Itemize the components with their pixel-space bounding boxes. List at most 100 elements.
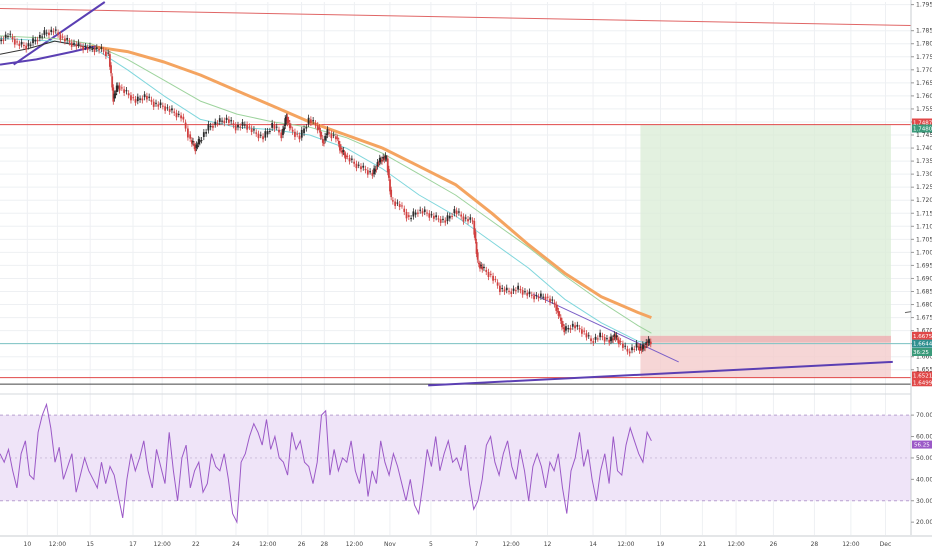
- candle-body: [585, 333, 588, 338]
- candle-body: [499, 285, 501, 293]
- candle-body: [646, 343, 649, 345]
- candle-body: [136, 96, 139, 102]
- candle-body: [390, 189, 393, 198]
- candle-body: [209, 125, 212, 128]
- candle-body: [571, 323, 574, 327]
- time-tick-label: 24: [232, 541, 240, 548]
- candle-body: [48, 32, 50, 36]
- price-tick-label: 1.76000: [916, 93, 932, 100]
- candle-body: [374, 168, 377, 172]
- rsi-tick-label: 70.0000: [916, 412, 932, 419]
- candle-body: [419, 209, 422, 211]
- candle-body: [458, 211, 460, 213]
- trend-line-top[interactable]: [13, 1, 106, 66]
- candle-body: [61, 36, 64, 38]
- price-tag-label: 1.66758: [913, 334, 932, 340]
- candle-body: [173, 111, 176, 113]
- candle-body: [23, 45, 25, 47]
- candle-body: [344, 154, 347, 160]
- price-tag-label: 1.64999: [913, 380, 932, 386]
- time-tick-label: Nov: [384, 541, 396, 548]
- candle-body: [64, 38, 66, 42]
- position-target-zone[interactable]: [640, 124, 891, 336]
- candle-body: [246, 124, 249, 130]
- candle-body: [483, 266, 485, 269]
- candle-body: [264, 131, 267, 138]
- candle-body: [207, 124, 210, 131]
- price-tick-label: 1.74000: [916, 145, 932, 152]
- candle-body: [533, 295, 535, 300]
- candle-body: [189, 134, 192, 139]
- candle-body: [384, 155, 387, 159]
- price-tag[interactable]: [912, 339, 932, 348]
- time-tick-label: 22: [192, 541, 200, 548]
- price-tag[interactable]: [912, 348, 932, 357]
- price-tag[interactable]: [912, 378, 932, 387]
- trend-line-support[interactable]: [428, 360, 893, 387]
- rsi-tag[interactable]: [912, 440, 932, 449]
- position-stop-zone[interactable]: [640, 335, 891, 378]
- candle-body: [618, 339, 620, 345]
- candle-body: [194, 146, 197, 152]
- candle-body: [161, 105, 164, 107]
- candle-body: [330, 133, 333, 139]
- price-tag[interactable]: [912, 331, 932, 340]
- candle-body: [473, 221, 476, 235]
- candle-body: [259, 134, 262, 136]
- price-tick-label: 1.72500: [916, 184, 932, 191]
- time-tick-label: 12:00: [259, 541, 276, 548]
- candle-body: [603, 337, 606, 342]
- candle-body: [79, 45, 82, 47]
- time-tick-label: 7: [475, 541, 479, 548]
- candle-body: [521, 290, 524, 295]
- candle-body: [544, 296, 547, 300]
- candle-body: [553, 302, 556, 305]
- candle-body: [328, 132, 330, 134]
- candle-body: [432, 215, 435, 219]
- price-tag[interactable]: [912, 118, 932, 127]
- candle-body: [93, 48, 96, 53]
- candle-body: [34, 39, 37, 42]
- candle-body: [9, 33, 12, 35]
- ema-fast-line: [0, 38, 652, 345]
- candle-body: [469, 217, 472, 220]
- candle-body: [633, 348, 636, 350]
- time-tick-label: 21: [699, 541, 707, 548]
- candle-body: [216, 123, 219, 125]
- price-tick-label: 1.77000: [916, 67, 932, 74]
- price-tag[interactable]: [912, 124, 932, 133]
- candle-body: [205, 132, 208, 134]
- candle-body: [375, 168, 378, 170]
- candle-body: [526, 292, 529, 296]
- price-tick-label: 1.71500: [916, 210, 932, 217]
- candle-body: [84, 46, 87, 48]
- candle-body: [535, 295, 538, 297]
- candle-body: [230, 120, 233, 122]
- candle-body: [200, 140, 203, 142]
- price-tick-label: 1.66000: [916, 354, 932, 361]
- candle-body: [567, 328, 570, 330]
- candle-body: [599, 332, 602, 338]
- price-tag-label: 36:25: [913, 350, 929, 356]
- candle-body: [164, 106, 167, 111]
- candle-body: [476, 252, 479, 260]
- candle-body: [615, 335, 618, 338]
- rsi-panel[interactable]: [0, 402, 911, 525]
- candle-body: [243, 124, 246, 126]
- candle-body: [18, 43, 21, 46]
- candle-body: [57, 32, 59, 35]
- price-tag[interactable]: [912, 371, 932, 380]
- time-tick-label: 12:00: [154, 541, 171, 548]
- candle-body: [540, 293, 542, 297]
- price-tick-label: 1.68000: [916, 302, 932, 309]
- candle-body: [59, 34, 62, 40]
- candle-body: [105, 51, 107, 56]
- horizontal-level-0[interactable]: [0, 8, 912, 26]
- candle-body: [606, 338, 608, 340]
- candle-body: [487, 271, 490, 278]
- candle-body: [342, 150, 345, 152]
- candle-body: [278, 129, 280, 133]
- candle-body: [4, 34, 7, 38]
